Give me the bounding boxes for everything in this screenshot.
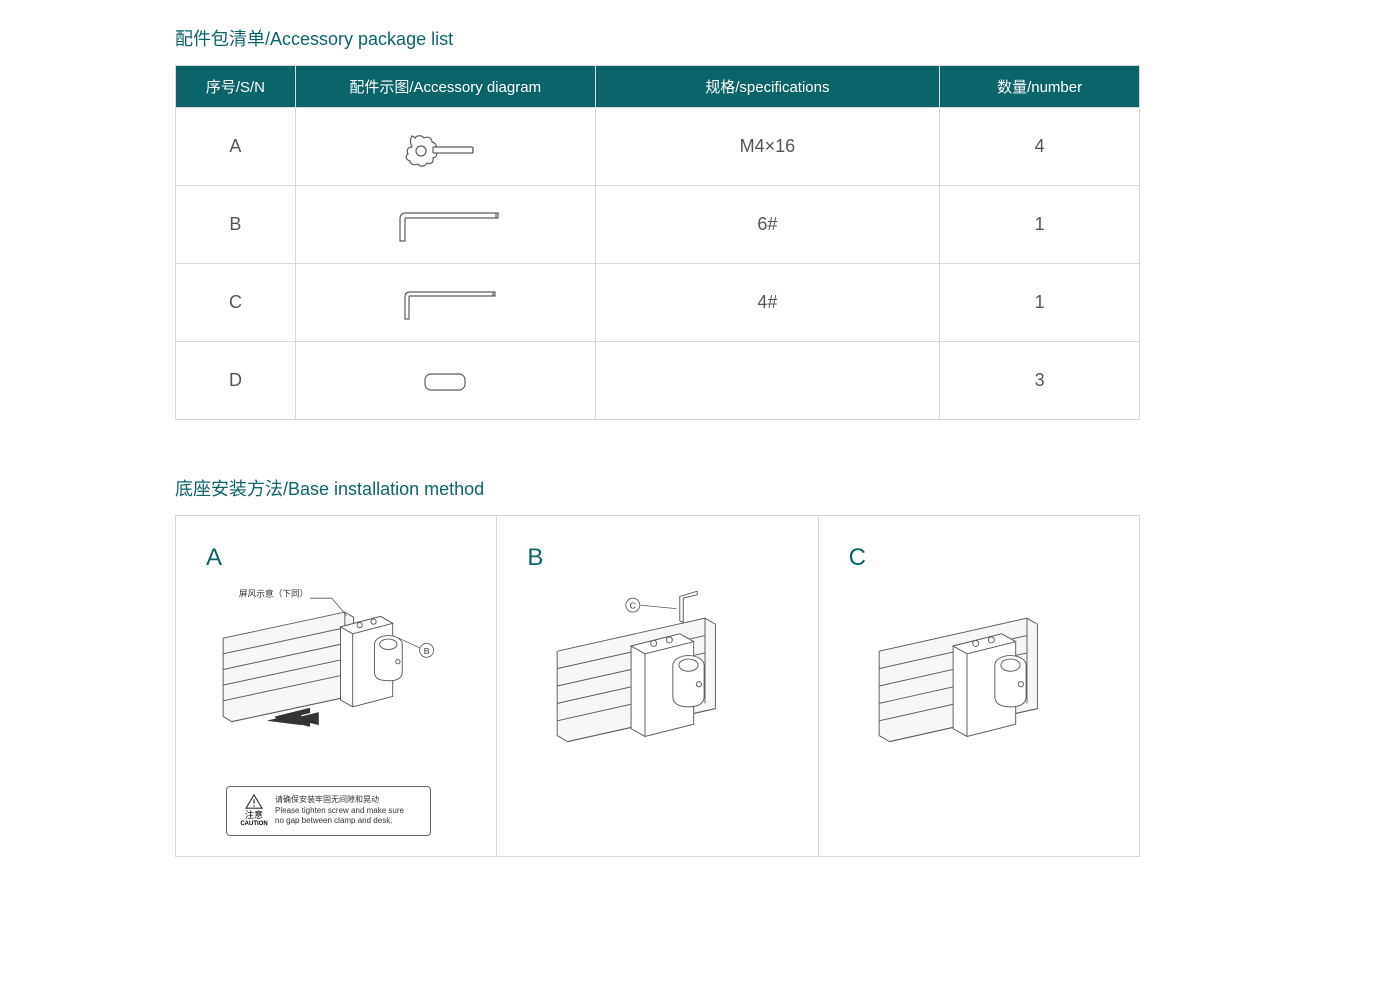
th-sn: 序号/S/N (176, 66, 296, 108)
caution-zh: 注意 (233, 811, 275, 821)
accessory-table: 序号/S/N 配件示图/Accessory diagram 规格/specifi… (175, 65, 1140, 420)
step-label-b: B (527, 544, 543, 572)
step-b-balloon: C (630, 601, 636, 611)
hexkey-icon (380, 201, 510, 249)
table-row: C 4# 1 (176, 264, 1140, 342)
th-diagram: 配件示图/Accessory diagram (295, 66, 595, 108)
cell-spec: 6# (595, 186, 940, 264)
caution-line2: Please tighten screw and make sure (275, 806, 424, 816)
cell-diagram (295, 264, 595, 342)
step-c-diagram (819, 586, 1139, 786)
caution-box: 注意 CAUTION 请确保安装牢固无间隙和晃动 Please tighten … (226, 786, 431, 836)
caution-en: CAUTION (233, 821, 275, 828)
cell-num: 1 (940, 186, 1140, 264)
step-b-diagram: C (497, 586, 817, 786)
knob-icon (400, 125, 490, 169)
cell-diagram (295, 108, 595, 186)
table-row: D 3 (176, 342, 1140, 420)
step-b: B (497, 516, 818, 856)
cell-diagram (295, 186, 595, 264)
table-row: B 6# 1 (176, 186, 1140, 264)
th-number: 数量/number (940, 66, 1140, 108)
cell-diagram (295, 342, 595, 420)
cell-spec: 4# (595, 264, 940, 342)
cell-sn: D (176, 342, 296, 420)
step-a: A (176, 516, 497, 856)
step-a-callout: 屏风示意（下同） (239, 587, 308, 598)
step-label-c: C (849, 544, 866, 572)
th-spec: 规格/specifications (595, 66, 940, 108)
cell-sn: A (176, 108, 296, 186)
pad-icon (415, 366, 475, 396)
cell-spec: M4×16 (595, 108, 940, 186)
accessory-title-cn: 配件包清单/ (175, 29, 270, 49)
cell-sn: C (176, 264, 296, 342)
cell-num: 1 (940, 264, 1140, 342)
step-a-balloon: B (424, 646, 430, 656)
base-title-cn: 底座安装方法/ (175, 479, 288, 499)
caution-text: 请确保安装牢固无间隙和晃动 Please tighten screw and m… (275, 795, 424, 826)
caution-line3: no gap between clamp and desk. (275, 816, 424, 826)
step-a-diagram: 屏风示意（下同） B (176, 586, 496, 786)
cell-sn: B (176, 186, 296, 264)
cell-num: 3 (940, 342, 1140, 420)
base-title-en: Base installation method (288, 479, 484, 499)
accessory-list-title: 配件包清单/Accessory package list (175, 25, 1230, 51)
hexkey-icon (380, 279, 510, 327)
step-label-a: A (206, 544, 222, 572)
install-steps: A (175, 515, 1140, 857)
caution-icon-block: 注意 CAUTION (233, 794, 275, 827)
base-install-title: 底座安装方法/Base installation method (175, 475, 1230, 501)
warning-icon (245, 794, 263, 810)
table-row: A M4×16 4 (176, 108, 1140, 186)
step-c: C (819, 516, 1139, 856)
caution-line1: 请确保安装牢固无间隙和晃动 (275, 795, 424, 805)
cell-spec (595, 342, 940, 420)
cell-num: 4 (940, 108, 1140, 186)
accessory-title-en: Accessory package list (270, 29, 453, 49)
